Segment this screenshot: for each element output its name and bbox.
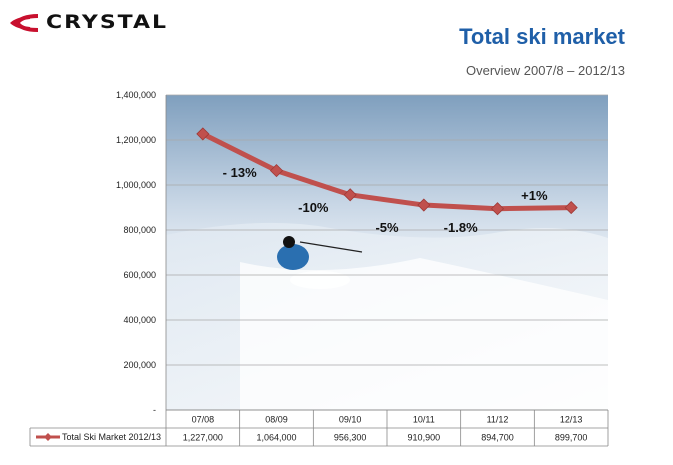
y-tick-label: 1,400,000 — [116, 90, 156, 100]
data-point — [490, 202, 505, 216]
table-value-cell: 910,900 — [408, 433, 441, 443]
legend-series-label: Total Ski Market 2012/13 — [62, 432, 161, 442]
change-annotations: - 13% -10% -5% -1.8% +1% — [223, 165, 548, 235]
data-point — [564, 201, 578, 215]
table-value-cell: 894,700 — [481, 433, 514, 443]
y-tick-label: - — [153, 405, 156, 415]
y-tick-label: 400,000 — [123, 315, 156, 325]
y-axis-ticks: - 200,000 400,000 600,000 800,000 1,000,000 1,… — [116, 90, 156, 415]
data-point — [196, 127, 210, 141]
x-tick-label: 08/09 — [265, 415, 288, 425]
data-table: 07/08 08/09 09/10 10/11 11/12 12/13 1,227,000 1… — [29, 409, 609, 447]
page-subtitle: Overview 2007/8 – 2012/13 — [466, 63, 625, 78]
change-annotation: - 13% — [223, 165, 257, 180]
data-point — [343, 188, 357, 202]
table-value-cell: 1,064,000 — [256, 433, 296, 443]
table-value-cell: 1,227,000 — [183, 433, 223, 443]
crystal-swoosh-icon — [10, 13, 38, 32]
change-annotation: +1% — [521, 188, 548, 203]
y-tick-label: 600,000 — [123, 270, 156, 280]
crystal-logo: CRYSTAL — [8, 10, 168, 35]
y-tick-label: 800,000 — [123, 225, 156, 235]
series-total-ski-market — [196, 127, 578, 216]
x-tick-label: 10/11 — [413, 415, 435, 425]
x-tick-label: 11/12 — [487, 415, 509, 425]
y-tick-label: 1,200,000 — [116, 135, 156, 145]
change-annotation: -1.8% — [444, 220, 478, 235]
plot-background — [166, 95, 608, 410]
series-line — [200, 131, 574, 212]
x-tick-label: 09/10 — [339, 415, 362, 425]
x-tick-label: 12/13 — [560, 415, 583, 425]
change-annotation: -5% — [375, 220, 399, 235]
skier-figure — [277, 236, 363, 289]
y-tick-label: 1,000,000 — [116, 180, 156, 190]
page-title: Total ski market — [459, 24, 625, 49]
legend-marker-swatch — [44, 433, 52, 441]
x-tick-label: 07/08 — [192, 415, 215, 425]
change-annotation: -10% — [298, 200, 329, 215]
data-point — [417, 198, 431, 212]
logo-text: CRYSTAL — [46, 11, 169, 34]
y-tick-label: 200,000 — [123, 360, 156, 370]
table-value-cell: 899,700 — [555, 433, 588, 443]
data-point — [269, 164, 284, 178]
table-value-cell: 956,300 — [334, 433, 367, 443]
